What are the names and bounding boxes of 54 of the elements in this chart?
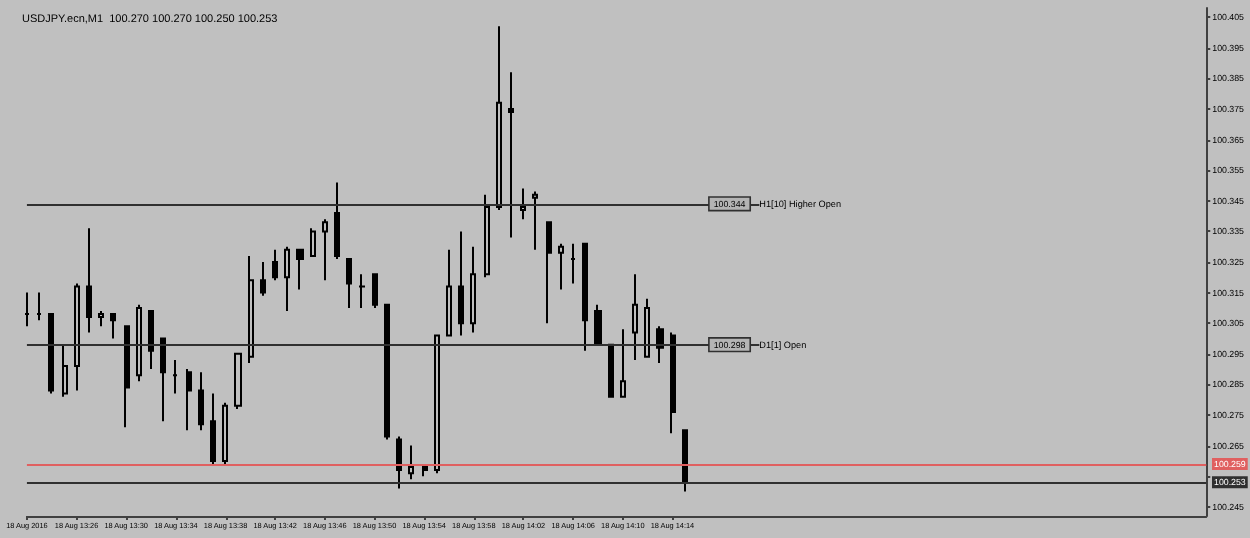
candlestick [172, 358, 178, 395]
candlestick [458, 230, 464, 337]
candlestick [334, 181, 340, 260]
candlestick [532, 190, 538, 251]
candlestick [620, 328, 626, 398]
candlestick [396, 435, 402, 490]
candlestick [358, 273, 366, 309]
candlestick [446, 248, 452, 337]
candlestick [558, 242, 564, 291]
candlestick [546, 221, 552, 325]
candlestick [24, 291, 30, 328]
candlestick [508, 71, 514, 239]
candlestick [222, 401, 228, 465]
candlestick [594, 303, 602, 346]
candlestick [260, 261, 266, 297]
candlestick [384, 303, 390, 441]
candlestick [408, 444, 414, 481]
candlestick [656, 325, 664, 364]
candlestick [74, 282, 80, 392]
candlestick [186, 368, 192, 432]
candlestick [86, 227, 92, 334]
candlestick [36, 291, 42, 322]
candlestick [608, 343, 614, 398]
candlestick [98, 309, 104, 328]
candlestick [124, 325, 130, 429]
candlestick [148, 309, 154, 371]
candlestick [346, 257, 352, 309]
candlestick [470, 245, 476, 334]
candlestick [296, 248, 304, 291]
candlestick [272, 248, 278, 282]
candlestick [160, 337, 166, 423]
candlestick [644, 297, 650, 358]
candlestick [110, 313, 116, 340]
candlestick [434, 334, 440, 475]
candlestick [284, 245, 290, 312]
candlestick [520, 187, 526, 221]
candlestick [582, 242, 588, 352]
candlestick [322, 218, 328, 282]
candlestick [484, 193, 490, 279]
candlestick [682, 429, 688, 493]
candlestick [234, 352, 242, 410]
candlestick [136, 303, 142, 383]
candlestick [198, 371, 204, 432]
candlestick [422, 466, 428, 478]
candlestick [310, 227, 316, 257]
candlestick [62, 343, 68, 398]
candlestick [372, 273, 378, 309]
candlestick [570, 242, 576, 285]
candlestick [210, 392, 216, 465]
candlestick [632, 273, 638, 361]
candlestick [670, 331, 676, 435]
candlestick [248, 254, 254, 364]
candlestick [48, 313, 54, 395]
candlestick [496, 25, 502, 211]
